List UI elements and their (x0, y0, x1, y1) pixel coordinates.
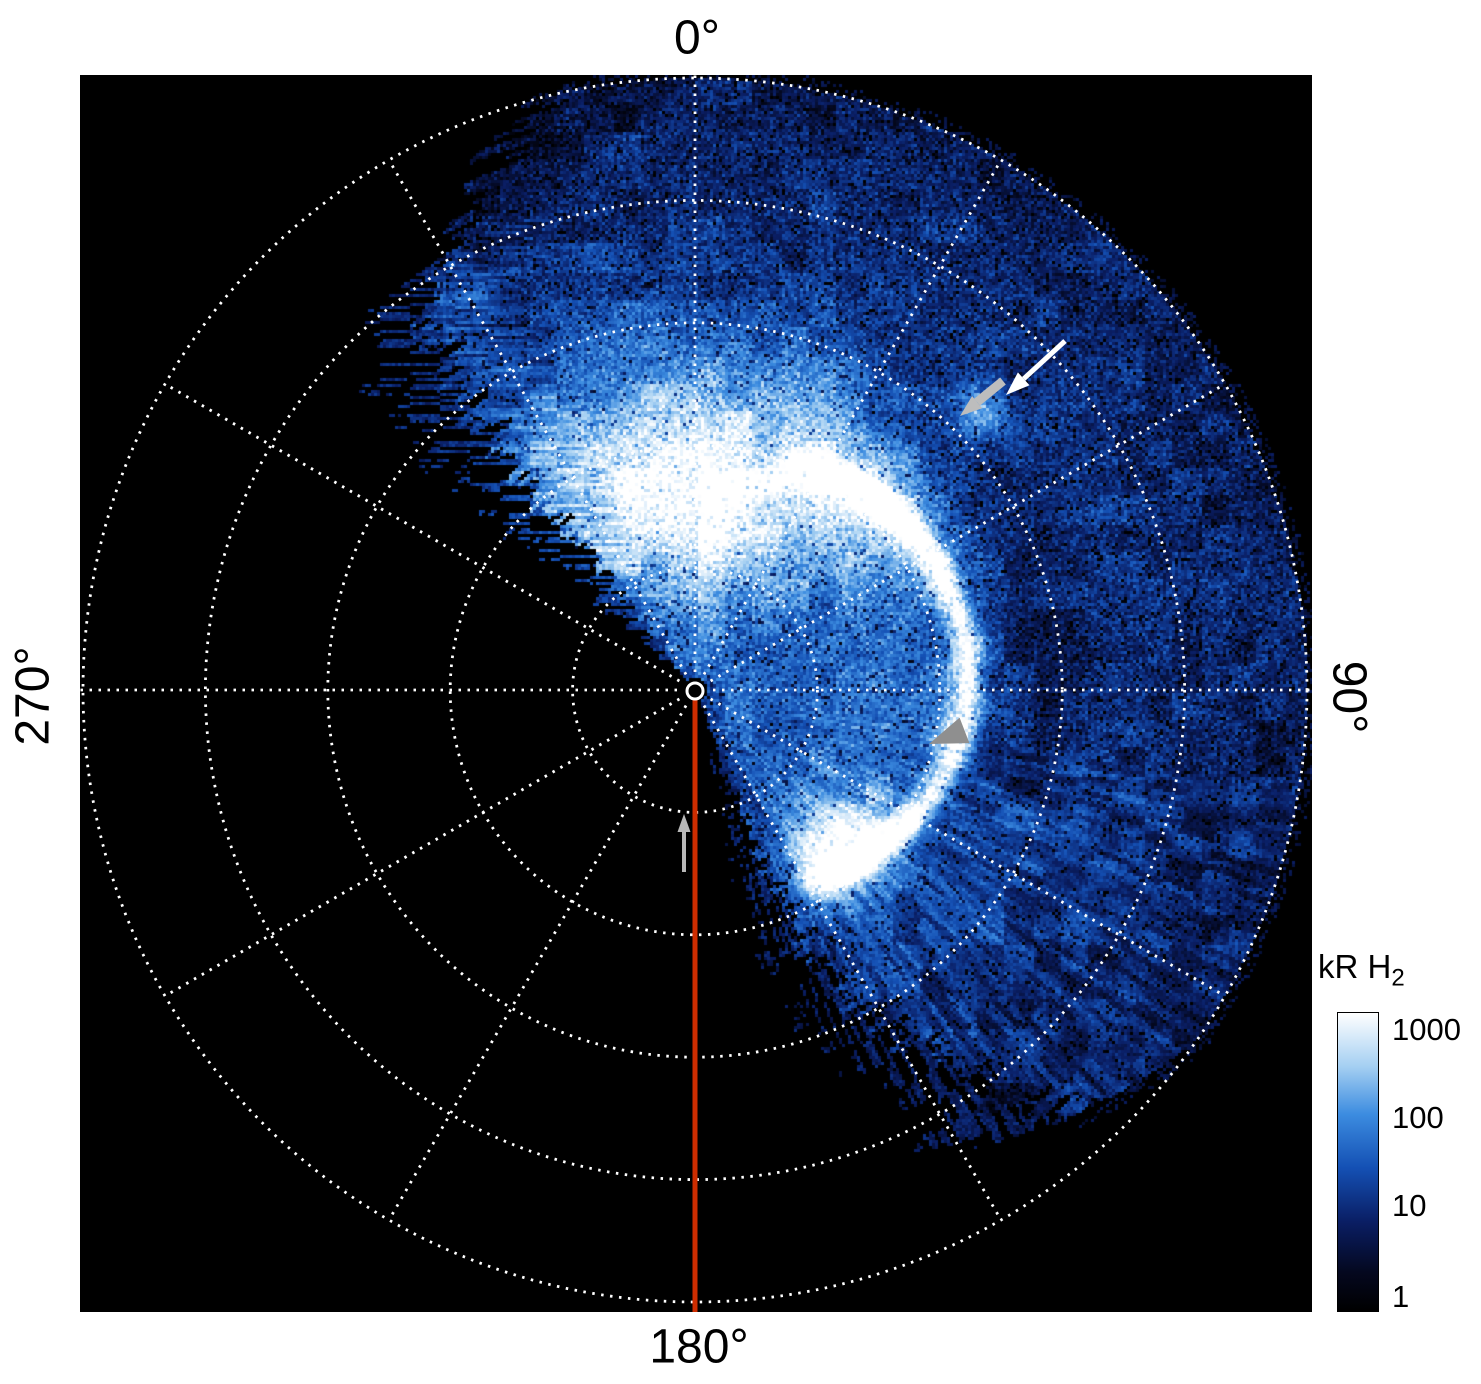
colorbar-tick-1000: 1000 (1392, 1012, 1461, 1047)
colorbar-gradient (1337, 1012, 1379, 1312)
grid-spoke (702, 704, 1003, 1221)
pole-marker (685, 681, 705, 701)
grid-spoke (709, 697, 1226, 998)
grid-spoke (387, 704, 688, 1221)
grid-spoke (709, 382, 1226, 683)
angle-label-90: 90° (1322, 660, 1376, 734)
colorbar-tick-100: 100 (1392, 1100, 1444, 1135)
gray-arrowhead (929, 717, 970, 744)
angle-label-0: 0° (674, 11, 720, 65)
grid-ring (203, 198, 1187, 1182)
colorbar-title-sub: 2 (1391, 964, 1405, 992)
colorbar-ticks: 1000 100 10 1 (1392, 1012, 1481, 1314)
angle-label-270: 270° (6, 646, 60, 746)
white-arrow (1006, 339, 1067, 395)
colorbar-tick-1: 1 (1392, 1279, 1410, 1314)
colorbar-tick-10: 10 (1392, 1188, 1427, 1223)
grid-spoke (164, 382, 681, 683)
grid-spoke (387, 159, 688, 676)
colorbar-title: kR H2 (1318, 948, 1405, 993)
grid-ring (571, 566, 819, 814)
gray-thick-arrow (960, 377, 1006, 416)
colorbar-title-main: kR H (1318, 948, 1392, 985)
grid-spoke (164, 697, 681, 998)
gray-up-arrow (677, 814, 691, 872)
plot-overlay (80, 75, 1312, 1312)
polar-plot-area (80, 75, 1312, 1312)
grid-spoke (702, 159, 1003, 676)
angle-label-180: 180° (649, 1320, 749, 1374)
